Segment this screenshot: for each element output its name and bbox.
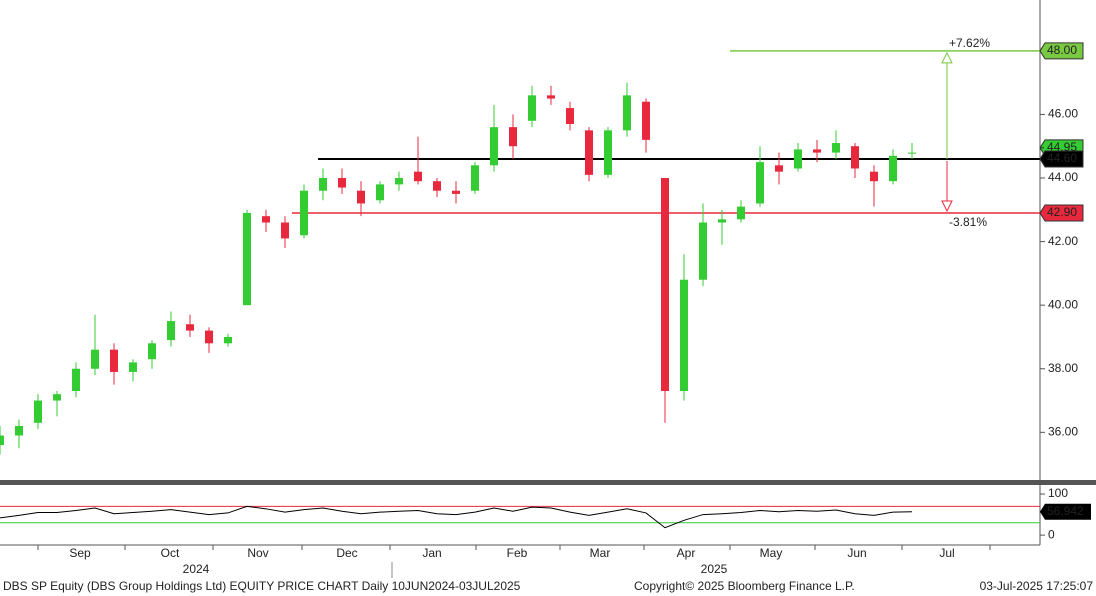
price-tag	[1039, 42, 1084, 60]
candle-body	[110, 349, 118, 372]
y-tick-label: 38.00	[1048, 361, 1078, 375]
candle-body	[15, 425, 23, 436]
candle-body	[357, 190, 365, 204]
candle-body	[585, 130, 593, 175]
candle-body	[72, 368, 80, 391]
candle-body	[699, 222, 707, 280]
x-tick-label: Jan	[422, 546, 441, 560]
candle-body	[53, 394, 61, 401]
x-tick-label: Mar	[590, 546, 611, 560]
candle-body	[91, 349, 99, 369]
y-tick-label: 40.00	[1048, 297, 1078, 311]
price-tag-label: 42.90	[1047, 205, 1077, 219]
price-tag	[1039, 150, 1084, 168]
footer-left: DBS SP Equity (DBS Group Holdings Ltd) E…	[3, 579, 521, 593]
price-tag-label: 48.00	[1047, 43, 1077, 57]
candle-body	[167, 321, 175, 341]
annotation: +7.62%	[949, 36, 990, 50]
y-tick-label: 0	[1048, 527, 1055, 541]
candle-body	[642, 101, 650, 140]
candle-body	[737, 206, 745, 220]
candle-body	[129, 362, 137, 372]
x-tick-label: Feb	[507, 546, 528, 560]
candle-body	[851, 146, 859, 169]
y-tick-label: 44.00	[1048, 170, 1078, 184]
x-tick-label: Nov	[247, 546, 268, 560]
candle-body	[376, 184, 384, 201]
x-tick-label: Dec	[336, 546, 357, 560]
y-tick-label: 42.00	[1048, 234, 1078, 248]
candle-body	[794, 149, 802, 169]
candle-body	[604, 130, 612, 175]
x-tick-label: Apr	[677, 546, 696, 560]
candle-body	[775, 165, 783, 172]
candle-body	[661, 178, 669, 391]
x-tick-label: Jul	[939, 546, 954, 560]
candle-body	[908, 152, 916, 154]
x-tick-label: May	[760, 546, 783, 560]
y-tick-label: 46.00	[1048, 107, 1078, 121]
rsi-tag-label: 56.942	[1047, 504, 1084, 518]
candle-body	[0, 435, 4, 446]
candle-body	[623, 95, 631, 131]
candle-body	[566, 108, 574, 124]
candle-body	[319, 178, 327, 191]
year-label: 2025	[701, 562, 728, 576]
candle-body	[471, 165, 479, 191]
candle-body	[433, 181, 441, 191]
price-tag-label: 44.60	[1047, 151, 1077, 165]
price-tag	[1039, 204, 1084, 222]
candle-body	[262, 216, 270, 223]
x-tick-label: Oct	[161, 546, 180, 560]
x-tick-label: Sep	[69, 546, 91, 560]
year-label: 2024	[183, 562, 210, 576]
candle-body	[243, 212, 251, 306]
y-tick-label: 100	[1048, 486, 1068, 500]
candle-body	[889, 155, 897, 182]
candle-body	[813, 149, 821, 153]
x-tick-label: Jun	[847, 546, 866, 560]
arrow-head	[941, 200, 953, 213]
arrow-head	[941, 51, 953, 64]
candle-body	[870, 171, 878, 182]
candle-body	[509, 127, 517, 147]
rsi-tag	[1040, 503, 1091, 520]
candle-body	[414, 171, 422, 182]
candle-body	[34, 400, 42, 423]
panel-separator	[0, 480, 1096, 485]
candle-body	[528, 95, 536, 121]
candle-body	[756, 162, 764, 204]
candle-body	[452, 190, 460, 194]
candle-body	[718, 219, 726, 223]
candle-body	[281, 222, 289, 239]
candle-body	[490, 127, 498, 166]
candle-body	[547, 95, 555, 99]
candle-body	[338, 178, 346, 188]
candle-body	[395, 178, 403, 185]
footer-center: Copyright© 2025 Bloomberg Finance L.P.	[634, 579, 855, 593]
candle-body	[148, 343, 156, 360]
rsi-line	[0, 505, 913, 529]
candle-body	[832, 143, 840, 153]
y-tick-label: 36.00	[1048, 424, 1078, 438]
candle-body	[186, 324, 194, 331]
annotation: -3.81%	[949, 215, 987, 229]
footer-right: 03-Jul-2025 17:25:07	[980, 579, 1094, 593]
candle-body	[205, 330, 213, 344]
candle-body	[224, 336, 232, 344]
candle-body	[680, 279, 688, 391]
candle-body	[300, 190, 308, 236]
